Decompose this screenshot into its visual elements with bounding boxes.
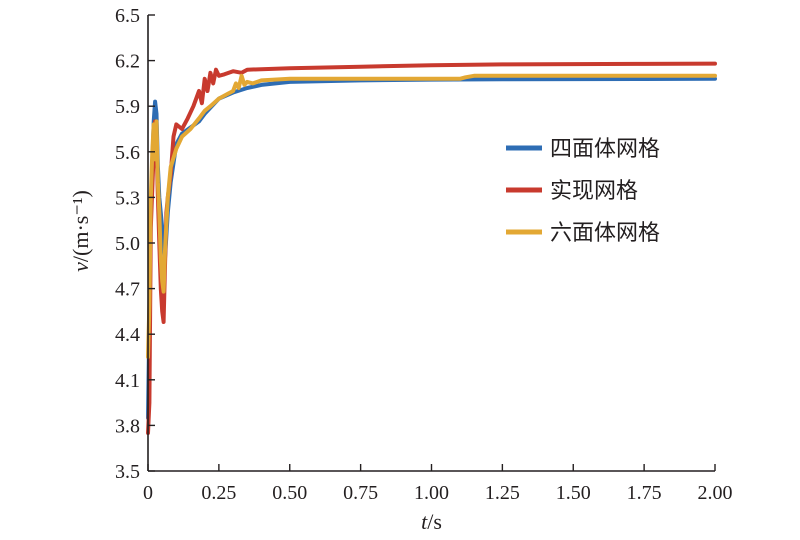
legend-label: 六面体网格: [550, 221, 660, 246]
y-tick-label: 5.3: [115, 187, 140, 209]
y-tick-label: 5.0: [115, 233, 140, 255]
y-tick-label: 5.9: [115, 96, 140, 118]
series-line-1: [146, 76, 717, 420]
legend-label: 四面体网格: [550, 137, 660, 162]
x-axis-ticks: 0 0.25 0.50 0.75 1.00 1.25 1.50 1.75 2.00: [143, 464, 733, 504]
y-axis-var: v: [68, 262, 93, 272]
y-tick-label: 3.5: [115, 461, 140, 483]
legend-item: 实现网格: [506, 179, 638, 204]
x-tick-label: 1.00: [414, 482, 449, 504]
x-tick-label: 0.25: [201, 482, 236, 504]
y-tick-label: 6.2: [115, 51, 140, 73]
x-axis-label: t/s: [421, 509, 442, 534]
x-tick-label: 0.75: [343, 482, 378, 504]
x-tick-label: 1.75: [627, 482, 662, 504]
series-layer: [146, 61, 717, 435]
plot-area: [146, 61, 717, 435]
x-tick-label: 2.00: [698, 482, 733, 504]
series-line-2: [146, 61, 717, 435]
series-line-3: [146, 73, 717, 359]
x-tick-label: 1.50: [556, 482, 591, 504]
y-tick-label: 4.4: [115, 324, 140, 346]
y-tick-label: 4.1: [115, 370, 140, 392]
legend-item: 四面体网格: [506, 137, 660, 162]
axes: 3.53.84.14.44.75.05.35.65.96.26.5 0 0.25 0…: [115, 5, 733, 504]
x-tick-label: 0: [143, 482, 153, 504]
y-tick-label: 4.7: [115, 279, 140, 301]
y-axis-ticks: 3.5 3.8 4.1 4.4 4.7 5.0 5.3 5.6 5.9 6.2 6.5: [115, 5, 155, 483]
legend-item: 六面体网格: [506, 221, 660, 246]
y-tick-label: 3.8: [115, 415, 140, 437]
x-axis-unit: /s: [427, 509, 442, 534]
x-tick-label: 1.25: [485, 482, 520, 504]
x-tick-label: 0.50: [272, 482, 307, 504]
y-axis-unit: /(m·s⁻¹): [68, 190, 93, 262]
legend-label: 实现网格: [550, 179, 638, 204]
y-axis-label: v/(m·s⁻¹): [68, 190, 93, 272]
x-axis-var: t: [421, 509, 428, 534]
y-tick-label: 6.5: [115, 5, 140, 27]
y-tick-label: 5.6: [115, 142, 140, 164]
